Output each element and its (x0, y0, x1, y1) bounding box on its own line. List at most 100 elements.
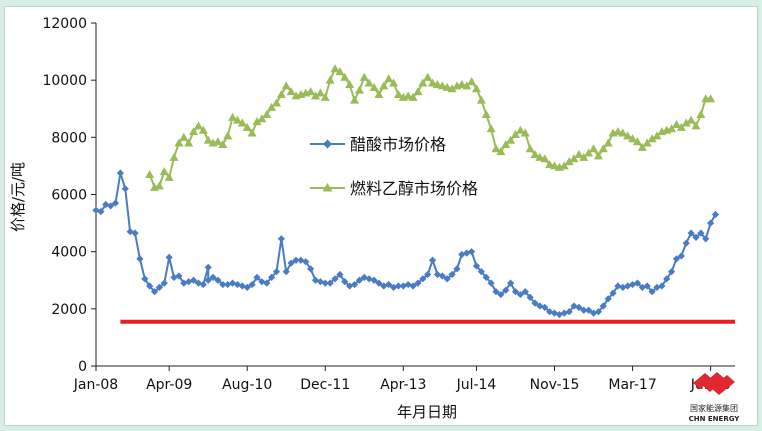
data-point (418, 78, 428, 87)
data-point (447, 84, 457, 93)
data-point (457, 79, 467, 88)
data-point (370, 276, 378, 284)
data-point (599, 302, 607, 310)
data-point (107, 202, 115, 210)
data-point (213, 137, 223, 146)
data-point (199, 280, 207, 289)
data-point (330, 64, 340, 73)
data-point (453, 265, 461, 273)
data-point (691, 121, 701, 130)
x-tick-label: Jul-14 (456, 377, 497, 393)
data-point (155, 283, 164, 291)
data-point (594, 308, 603, 316)
y-tick-label: 4000 (51, 245, 87, 261)
data-point (579, 152, 589, 161)
x-tick-label: Dec-11 (300, 377, 350, 393)
data-point (638, 283, 646, 291)
data-point (501, 139, 511, 148)
data-point (564, 157, 574, 166)
data-point (476, 95, 486, 104)
data-point (676, 122, 686, 131)
legend-marker-acetic (323, 139, 332, 149)
data-point (692, 233, 700, 241)
data-point (589, 144, 599, 153)
data-point (506, 135, 516, 144)
legend-label-ethanol: 燃料乙醇市场价格 (350, 179, 478, 198)
data-point (585, 306, 593, 314)
data-point (671, 119, 681, 128)
data-point (286, 87, 296, 96)
data-point (443, 275, 451, 283)
x-tick-label: Apr-13 (380, 377, 426, 393)
data-point (510, 129, 520, 138)
data-point (292, 256, 300, 264)
data-point (160, 279, 168, 287)
data-point (437, 81, 447, 90)
data-point (184, 138, 194, 147)
data-point (116, 169, 124, 177)
legend-label-acetic: 醋酸市场价格 (350, 135, 446, 154)
data-point (593, 151, 603, 160)
data-point (496, 147, 506, 156)
line-chart: 0 2000 4000 6000 8000 10000 12000 Jan-08 Apr-09 A… (9, 16, 740, 423)
data-point (335, 67, 345, 76)
data-point (442, 82, 452, 91)
data-point (614, 282, 622, 290)
data-point (580, 306, 588, 314)
data-point (258, 278, 266, 286)
data-point (628, 280, 637, 289)
data-point (686, 115, 696, 124)
data-point (507, 279, 515, 287)
data-point (647, 134, 657, 143)
data-point (681, 118, 691, 127)
data-point (486, 124, 496, 133)
x-tick-label: Apr-09 (146, 377, 192, 393)
data-point (282, 268, 290, 276)
data-point (623, 131, 633, 140)
data-point (365, 275, 373, 283)
data-point (658, 282, 666, 290)
axes: 0 2000 4000 6000 8000 10000 12000 Jan-08 Apr-09 A… (42, 16, 735, 393)
data-point (633, 279, 642, 287)
data-point (394, 282, 403, 290)
data-point (218, 139, 228, 148)
data-point (545, 159, 555, 168)
logo-text-cn: 国家能源集团 (690, 403, 738, 413)
data-point (409, 282, 417, 290)
data-point (471, 84, 481, 93)
data-point (146, 282, 154, 290)
data-point (369, 82, 379, 91)
data-point (643, 282, 651, 290)
data-point (223, 131, 233, 140)
data-point (384, 74, 394, 83)
data-point (248, 280, 256, 289)
data-point (306, 87, 316, 96)
data-point (467, 248, 476, 256)
data-point (136, 255, 144, 263)
data-point (355, 276, 364, 284)
data-point (232, 115, 242, 124)
data-point (141, 275, 149, 283)
data-point (624, 282, 632, 290)
data-point (375, 279, 383, 287)
data-point (169, 152, 179, 161)
data-point (687, 229, 695, 237)
data-point (521, 288, 529, 296)
chart-frame: 0 2000 4000 6000 8000 10000 12000 Jan-08 Apr-09 A… (4, 6, 758, 426)
data-point (424, 270, 432, 279)
data-point (267, 102, 277, 111)
data-point (281, 81, 291, 90)
series-group (92, 64, 720, 319)
y-tick-label: 12000 (42, 16, 87, 32)
data-point (428, 78, 438, 87)
y-tick-label: 2000 (51, 302, 87, 318)
data-point (214, 276, 222, 284)
data-point (204, 263, 212, 271)
data-point (531, 299, 539, 307)
data-point (233, 280, 242, 289)
data-point (175, 272, 183, 280)
data-point (111, 199, 120, 207)
data-point (419, 275, 427, 283)
data-point (487, 279, 495, 287)
data-point (154, 181, 164, 190)
